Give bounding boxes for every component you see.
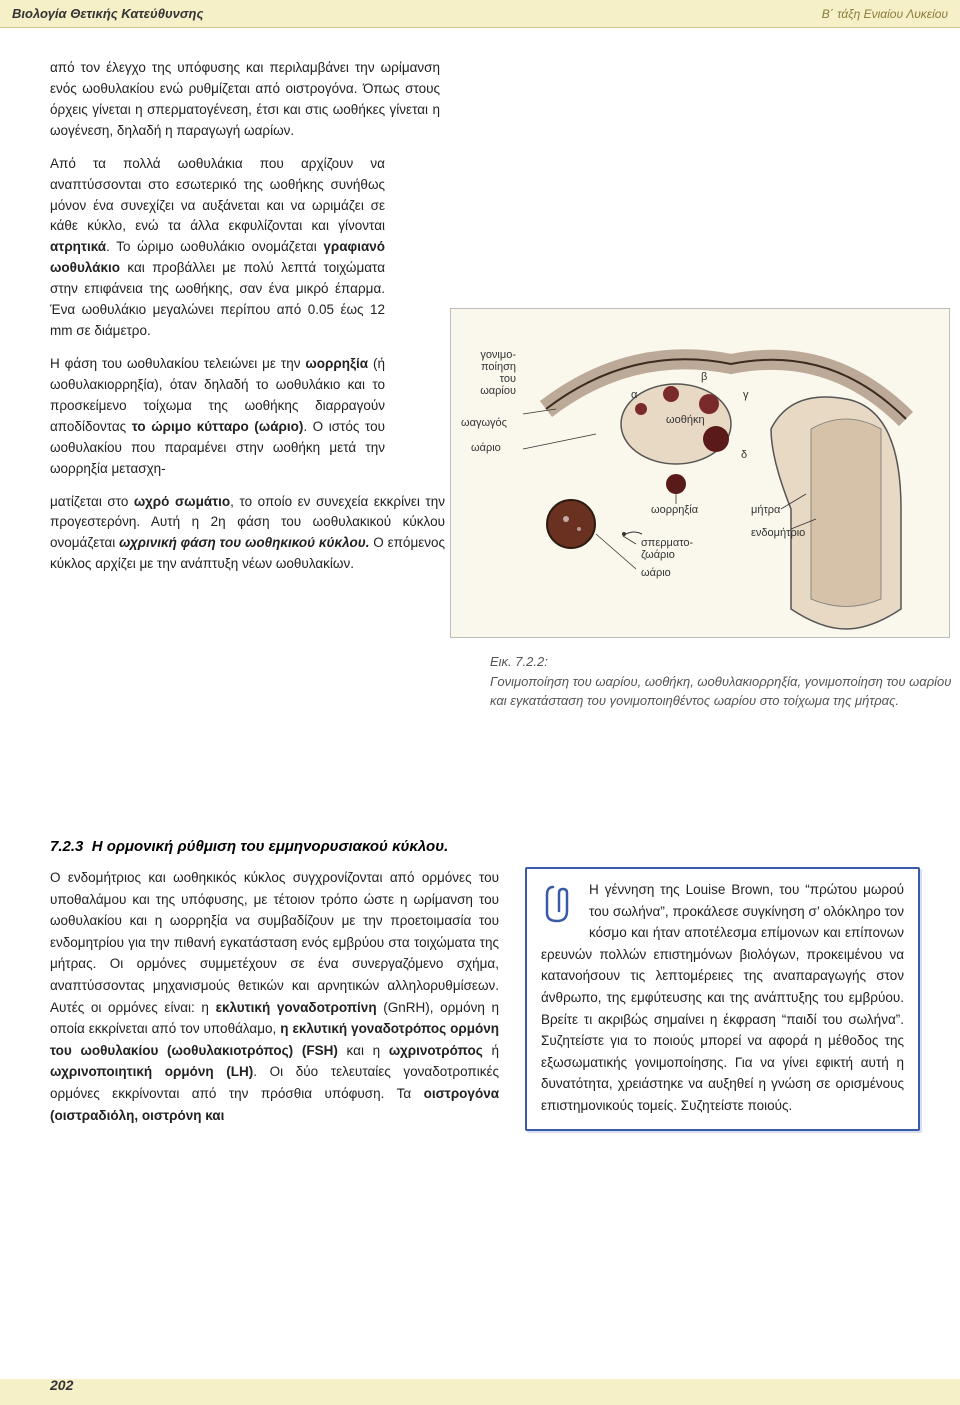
fl-oothiki: ωοθήκη: [666, 414, 705, 426]
p4f: ωχρινοτρόπος: [389, 1043, 483, 1058]
p2b: ατρητικά: [50, 239, 106, 254]
p3a: Η φάση του ωοθυλακίου τελειώνει με την: [50, 356, 305, 371]
figure-caption-body: Γονιμοποίηση του ωαρίου, ωοθήκη, ωοθυλακ…: [490, 674, 951, 709]
p3d: το ώριμο κύτταρο (ωάριο): [132, 419, 304, 434]
para-3-wide: ματίζεται στο ωχρό σωμάτιο, το οποίο εν …: [50, 492, 445, 576]
section-7-2-3-title: 7.2.3 Η ορμονική ρύθμιση του εμμηνορυσια…: [50, 838, 920, 855]
paperclip-icon: [541, 881, 581, 925]
para-3-bottom: ματίζεται στο ωχρό σωμάτιο, το οποίο εν …: [50, 492, 445, 576]
page-header: Βιολογία Θετικής Κατεύθυνσης Β΄ τάξη Ενι…: [0, 0, 960, 28]
figure-caption-title: Εικ. 7.2.2:: [490, 654, 548, 669]
sec-text: Η ορμονική ρύθμιση του εμμηνορυσιακού κύ…: [92, 838, 449, 855]
p4h: ωχρινοποιητική ορμόνη (LH): [50, 1064, 253, 1079]
p4g: ή: [483, 1043, 499, 1058]
para-1: από τον έλεγχο της υπόφυσης και περιλαμβ…: [50, 58, 440, 142]
lower-columns: Ο ενδομήτριος και ωοθηκικός κύκλος συγχρ…: [50, 867, 920, 1131]
fl-gamma: γ: [743, 389, 749, 401]
page-body: από τον έλεγχο της υπόφυσης και περιλαμβ…: [0, 28, 960, 1131]
figure-caption: Εικ. 7.2.2: Γονιμοποίηση του ωαρίου, ωοθ…: [450, 652, 960, 711]
para-4: Ο ενδομήτριος και ωοθηκικός κύκλος συγχρ…: [50, 867, 499, 1126]
fl-delta: δ: [741, 449, 747, 461]
para-3-top: Η φάση του ωοθυλακίου τελειώνει με την ω…: [50, 354, 385, 480]
footer-strip: [0, 1379, 960, 1405]
fl-mitra: μήτρα: [751, 504, 780, 516]
figure-illustration: γονιμο- ποίηση του ωαρίου ωαγωγός ωάριο …: [450, 308, 950, 638]
lower-left-col: Ο ενδομήτριος και ωοθηκικός κύκλος συγχρ…: [50, 867, 499, 1131]
sec-num: 7.2.3: [50, 838, 83, 855]
fl-oagogos: ωαγωγός: [461, 417, 507, 429]
header-subject: Βιολογία Θετικής Κατεύθυνσης: [12, 6, 203, 21]
p3i: ωχρινική φάση του ωοθηκικού κύκλου.: [119, 535, 369, 550]
p2c: . Το ώριμο ωοθυλάκιο ονομάζεται: [106, 239, 323, 254]
col-left-mid: Από τα πολλά ωοθυλάκια που αρχίζουν να α…: [50, 154, 385, 480]
lower-right-col: Η γέννηση της Louise Brown, του “πρώτου …: [525, 867, 920, 1131]
fl-gonimo: γονιμο- ποίηση του ωαρίου: [461, 349, 516, 397]
callout-text: Η γέννηση της Louise Brown, του “πρώτου …: [541, 882, 904, 1113]
p3f: ματίζεται στο: [50, 494, 134, 509]
para-2: Από τα πολλά ωοθυλάκια που αρχίζουν να α…: [50, 154, 385, 342]
fl-sperm: σπερματο- ζωάριο: [641, 537, 693, 561]
p4b: εκλυτική γοναδοτροπίνη: [216, 1000, 377, 1015]
upper-section: από τον έλεγχο της υπόφυσης και περιλαμβ…: [50, 58, 920, 818]
fl-oario1: ωάριο: [471, 442, 501, 454]
header-grade: Β΄ τάξη Ενιαίου Λυκείου: [822, 7, 948, 21]
anatomy-svg: [451, 309, 950, 638]
p4a: Ο ενδομήτριος και ωοθηκικός κύκλος συγχρ…: [50, 870, 499, 1015]
fl-endometrio: ενδομήτριο: [751, 527, 805, 539]
col-left-upper: από τον έλεγχο της υπόφυσης και περιλαμβ…: [50, 58, 440, 142]
p3b: ωορρηξία: [305, 356, 368, 371]
p3g: ωχρό σωμάτιο: [134, 494, 230, 509]
page-number: 202: [50, 1377, 73, 1393]
fl-beta: β: [701, 371, 707, 383]
fl-oorrixia: ωορρηξία: [651, 504, 698, 516]
p4e: και η: [338, 1043, 389, 1058]
figure-7-2-2: γονιμο- ποίηση του ωαρίου ωαγωγός ωάριο …: [450, 308, 960, 711]
fl-oario2: ωάριο: [641, 567, 671, 579]
callout-box: Η γέννηση της Louise Brown, του “πρώτου …: [525, 867, 920, 1131]
fl-alpha: α: [631, 389, 637, 401]
p2a: Από τα πολλά ωοθυλάκια που αρχίζουν να α…: [50, 156, 385, 234]
